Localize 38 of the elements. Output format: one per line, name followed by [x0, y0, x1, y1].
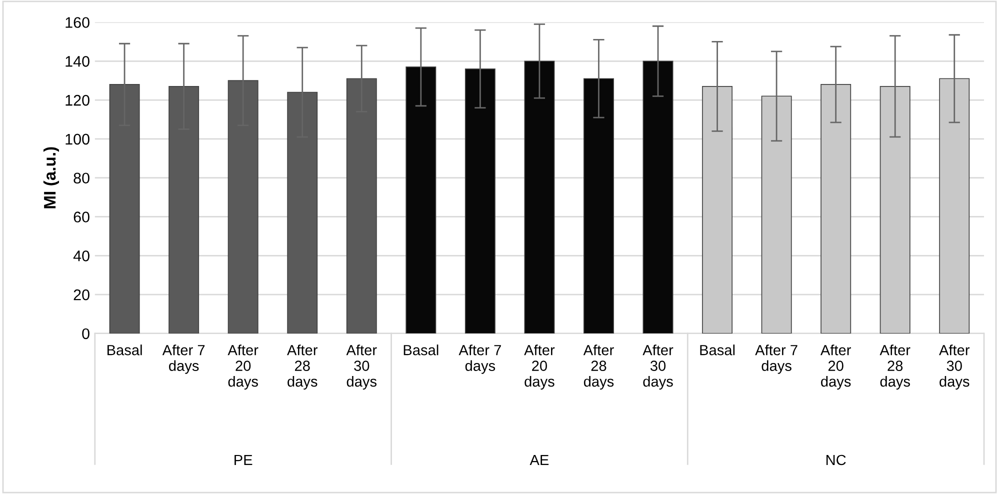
y-tick-label: 80 — [74, 172, 90, 184]
y-tick-label: 0 — [82, 328, 90, 340]
bar — [820, 84, 852, 334]
bar — [583, 78, 614, 334]
y-tick-label: 100 — [66, 134, 90, 145]
bar — [761, 96, 792, 334]
text: AE — [530, 454, 549, 465]
y-tick-label: 60 — [74, 212, 90, 222]
x-tick-label: After 28 days — [880, 344, 910, 390]
text: PE — [234, 454, 252, 465]
x-tick-label: After 28 days — [583, 344, 614, 390]
bar — [880, 86, 910, 334]
x-tick-label: After 7 days — [755, 344, 798, 374]
y-tick-label: 20 — [74, 289, 90, 300]
x-tick-label: After 30 days — [346, 344, 377, 390]
x-tick-label: After 20 days — [524, 344, 555, 390]
y-tick-label: 160 — [66, 17, 90, 28]
y-axis-title: MI (a.u.) — [43, 147, 59, 208]
x-tick-label: After 30 days — [939, 344, 970, 390]
y-tick-label: 40 — [73, 250, 90, 262]
bar — [702, 86, 733, 334]
bar — [642, 60, 674, 334]
x-tick-label: Basal — [404, 344, 438, 356]
x-tick-label: Basal — [700, 344, 735, 356]
x-tick-label: After 7 days — [162, 344, 205, 374]
x-tick-label: After 20 days — [820, 344, 851, 390]
x-tick-label: After 20 days — [228, 344, 258, 390]
bar — [524, 60, 555, 334]
bar — [939, 78, 970, 334]
y-tick-label: 120 — [66, 94, 90, 106]
x-tick-label: After 28 days — [286, 344, 318, 390]
x-tick-label: After 30 days — [642, 344, 674, 390]
x-tick-label: After 7 days — [458, 344, 501, 374]
bar — [406, 66, 436, 334]
bar — [464, 68, 496, 334]
y-tick-label: 140 — [66, 56, 90, 67]
x-tick-label: Basal — [108, 344, 142, 356]
text: NC — [826, 454, 846, 466]
